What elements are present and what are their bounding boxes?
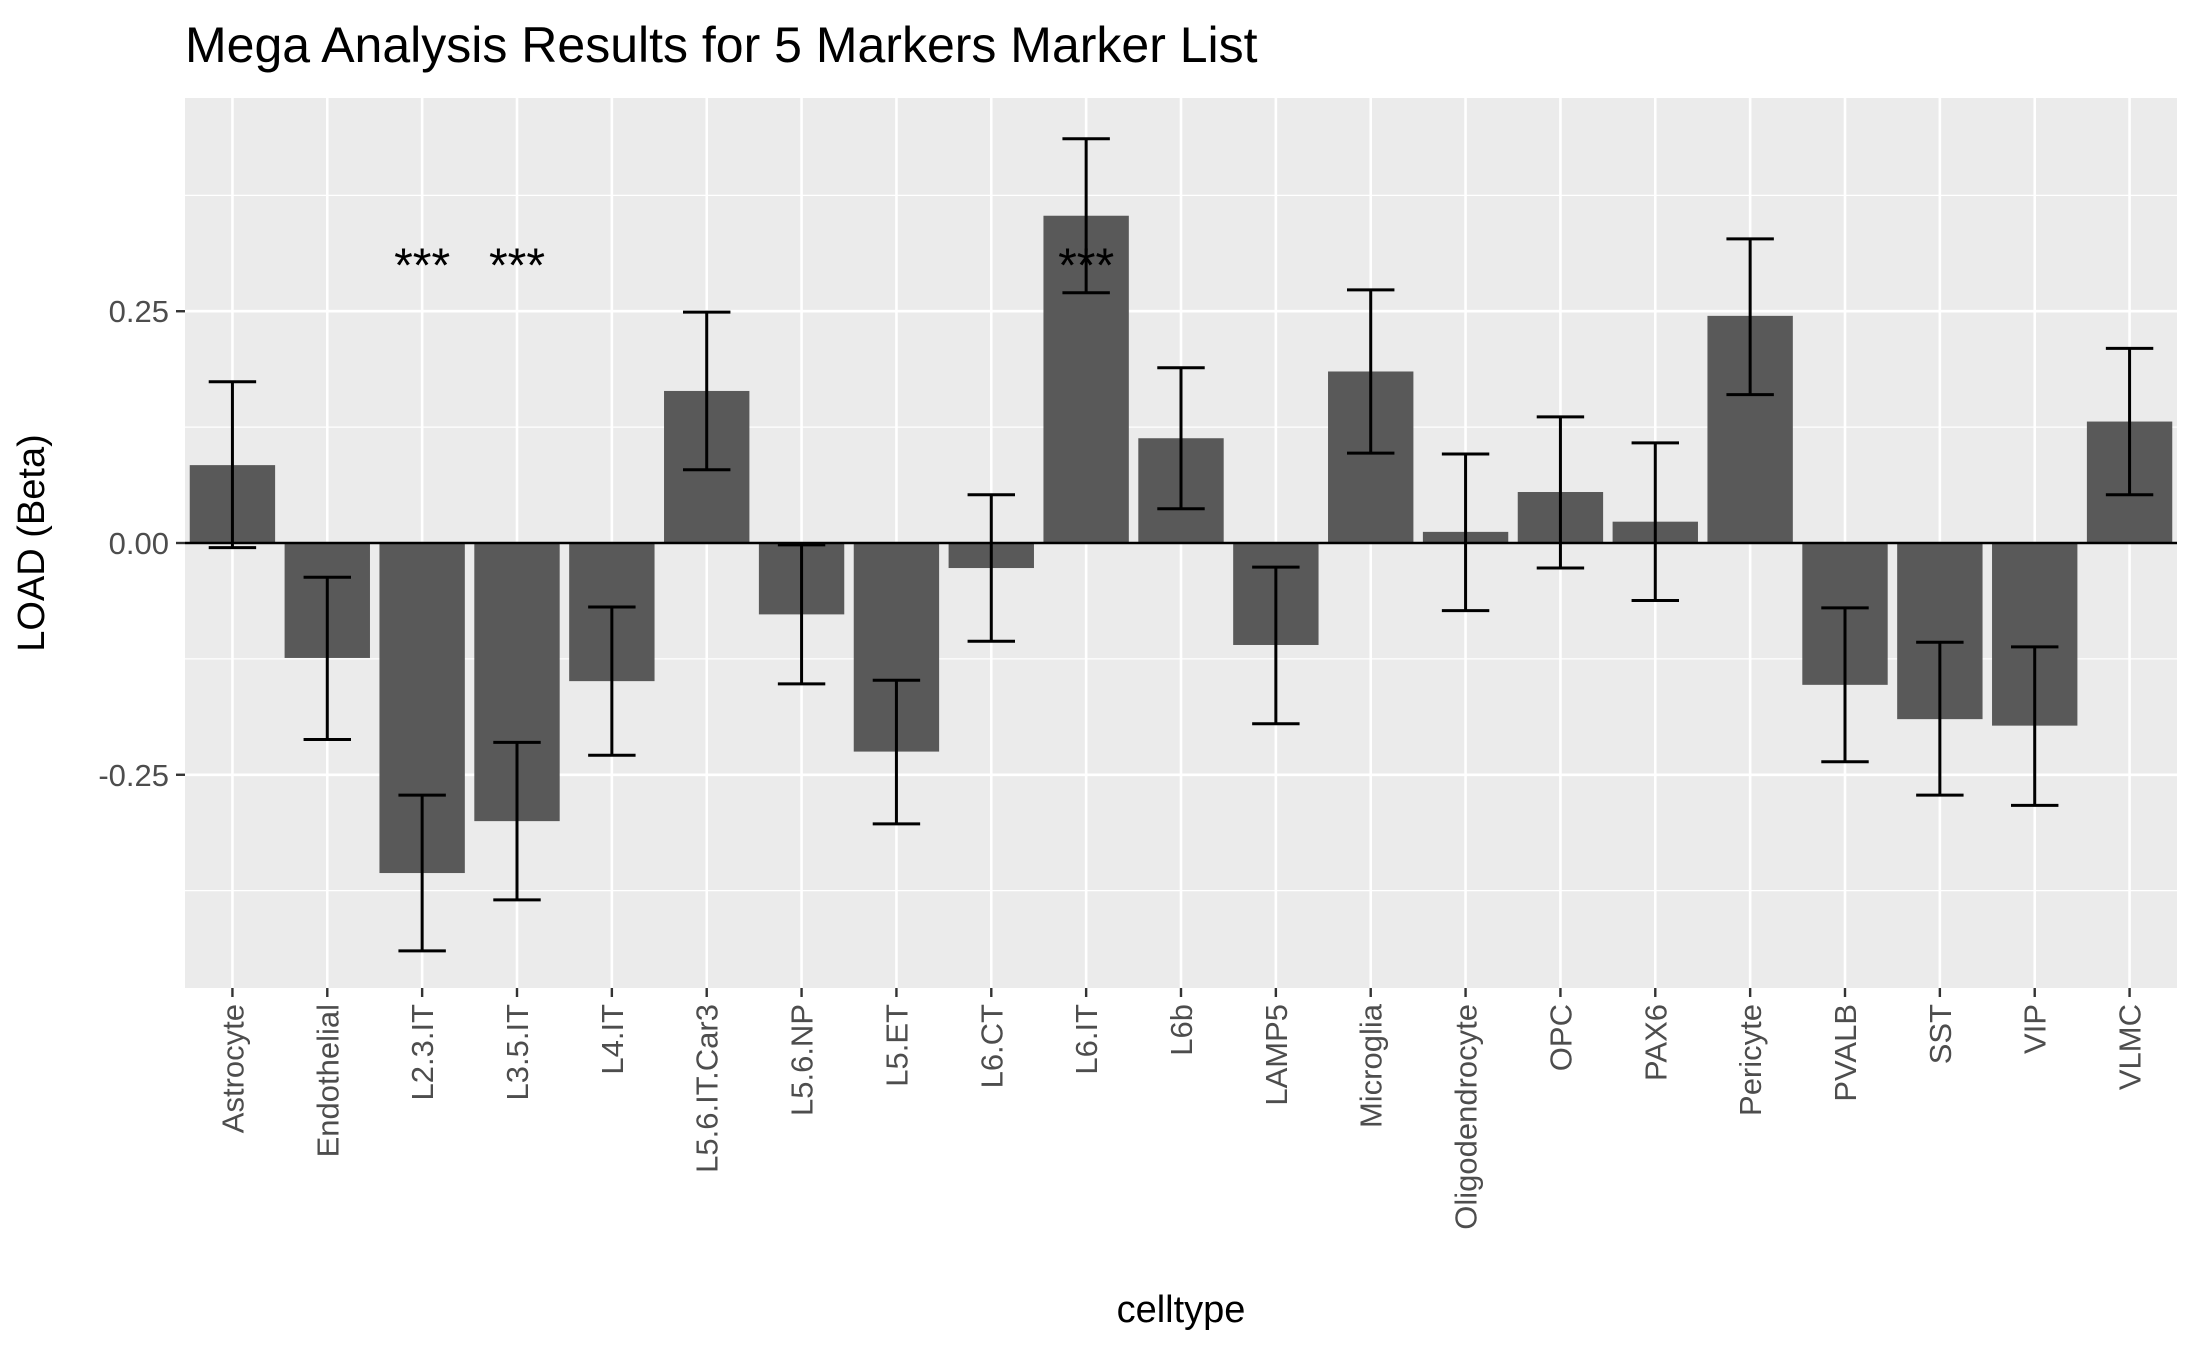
error-bar (1536, 415, 1585, 570)
x-tick-label: SST (1923, 1004, 1958, 1064)
error-bar (588, 605, 636, 757)
error-bar (1916, 640, 1964, 797)
error-bar (777, 543, 826, 686)
y-tick-label: 0.00 (109, 526, 169, 561)
error-bar (303, 575, 351, 742)
error-bar (1347, 288, 1395, 455)
x-tick-label: Pericyte (1733, 1004, 1768, 1116)
y-tick-label: -0.25 (98, 758, 169, 793)
y-axis: -0.25 0.00 0.25 (98, 294, 185, 793)
significance-label: *** (394, 240, 450, 293)
error-bars (208, 137, 2154, 953)
x-tick-label: PAX6 (1638, 1004, 1673, 1081)
x-tick-label: L2.3.IT (405, 1004, 440, 1101)
x-tick-label: L5.ET (879, 1004, 914, 1087)
error-bar (208, 380, 257, 550)
x-tick-label: LAMP5 (1259, 1004, 1294, 1106)
y-tick-label: 0.25 (109, 294, 169, 329)
x-tick-label: Microglia (1354, 1003, 1389, 1128)
x-tick-label: VIP (2018, 1004, 2053, 1054)
chart-title: Mega Analysis Results for 5 Markers Mark… (185, 17, 1258, 73)
error-bar (1726, 237, 1774, 397)
error-bar (1062, 137, 1110, 295)
x-tick-label: L3.5.IT (500, 1004, 535, 1101)
x-tick-label: L6.CT (974, 1004, 1009, 1088)
y-axis-title: LOAD (Beta) (11, 434, 53, 652)
significance-label: *** (489, 240, 545, 293)
error-bar (398, 793, 446, 953)
error-bar (1252, 565, 1300, 726)
x-tick-label: L5.6.IT.Car3 (690, 1004, 725, 1173)
x-tick-label: PVALB (1828, 1004, 1863, 1102)
error-bar (1157, 366, 1205, 511)
x-tick-label: OPC (1543, 1004, 1578, 1071)
error-bar (493, 740, 541, 902)
error-bar (1441, 452, 1490, 613)
x-tick-label: L6.IT (1069, 1004, 1104, 1075)
x-axis: Astrocyte Endothelial L2.3.IT L3.5.IT L4.IT L… (215, 988, 2148, 1230)
x-tick-label: Endothelial (310, 1004, 345, 1157)
x-tick-label: L5.6.NP (785, 1004, 820, 1116)
error-bar (1821, 606, 1869, 764)
error-bar (1631, 441, 1679, 602)
x-axis-title: celltype (1117, 1289, 1246, 1331)
error-bar (2105, 346, 2154, 497)
error-bar (2011, 645, 2059, 807)
x-tick-label: L6b (1164, 1004, 1199, 1056)
error-bar (683, 310, 731, 472)
significance-annotations: *** *** *** (394, 240, 1114, 293)
x-tick-label: L4.IT (595, 1004, 630, 1075)
x-tick-label: VLMC (2113, 1004, 2148, 1090)
x-tick-label: Astrocyte (215, 1004, 250, 1133)
error-bar (872, 678, 921, 826)
x-tick-label: Oligodendrocyte (1449, 1004, 1484, 1230)
significance-label: *** (1058, 240, 1114, 293)
error-bar (967, 493, 1015, 643)
